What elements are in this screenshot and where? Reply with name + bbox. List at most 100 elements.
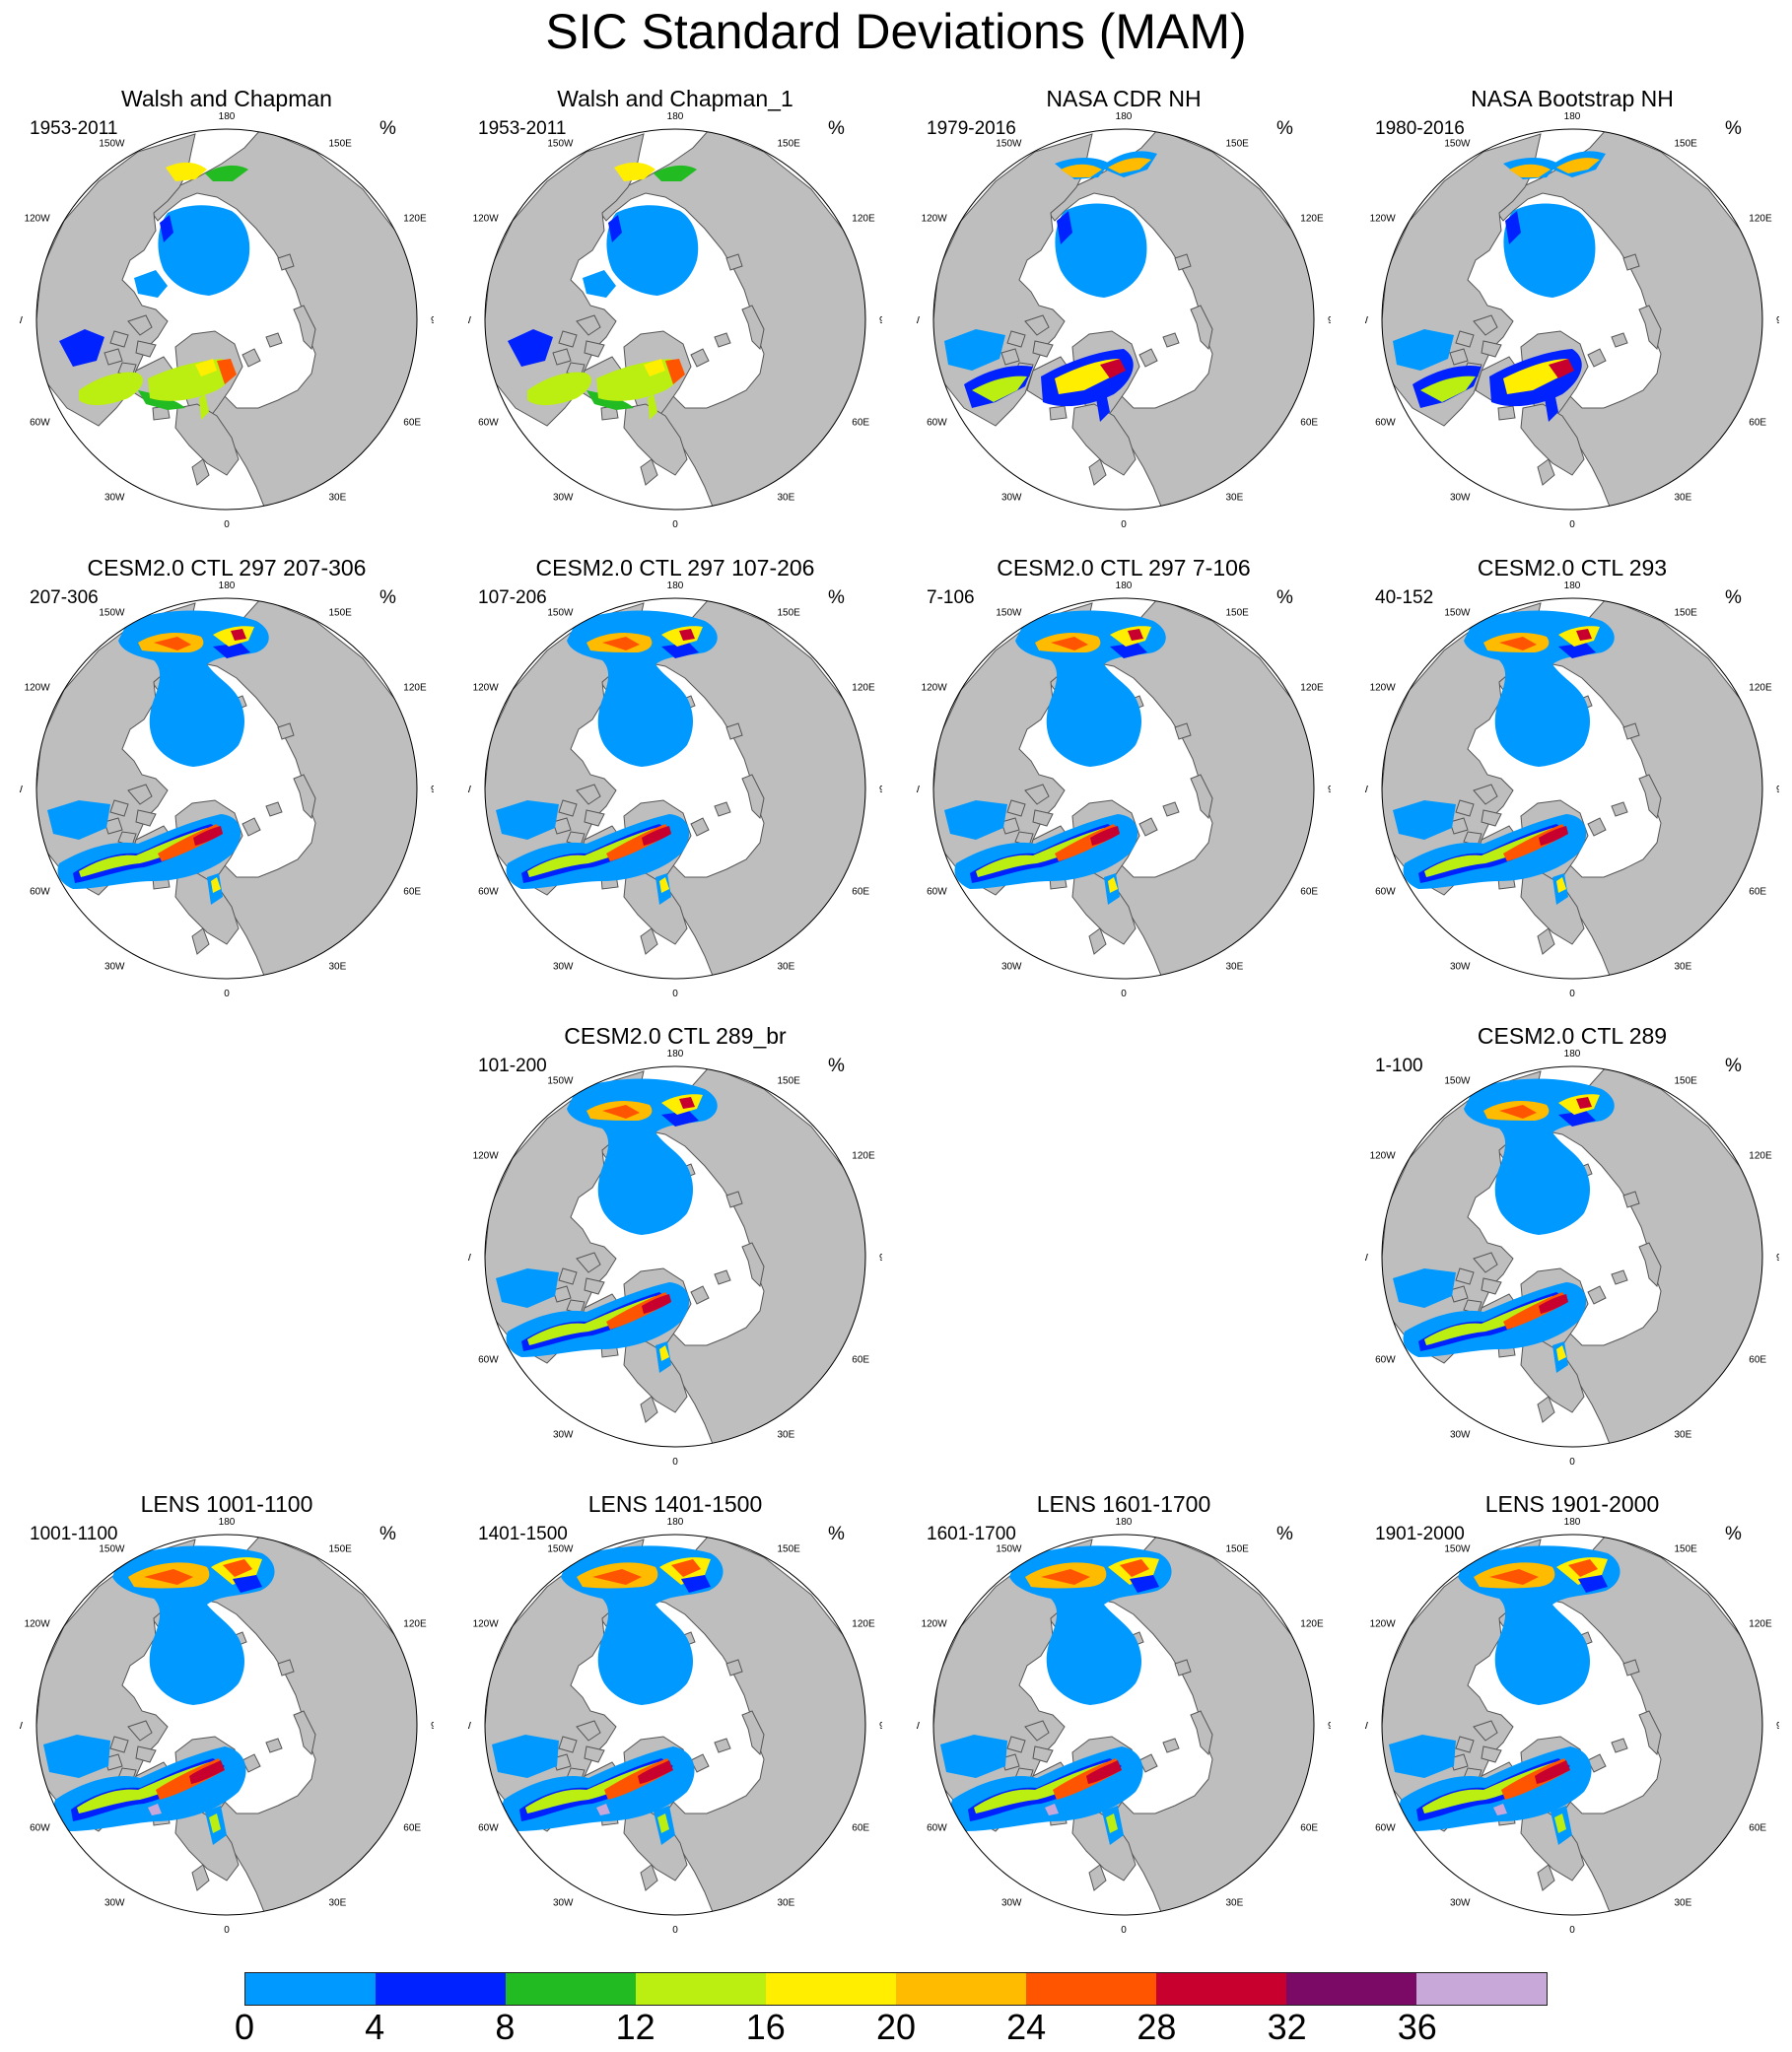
sic-std-patch xyxy=(217,359,237,384)
longitude-label: 120E xyxy=(1749,683,1772,694)
sic-std-patch xyxy=(1108,158,1151,173)
panel-unit: % xyxy=(379,1524,396,1544)
map-border xyxy=(484,128,866,511)
sic-std-patch xyxy=(1556,1345,1566,1361)
land-mass xyxy=(1638,305,1662,351)
land-mass xyxy=(552,817,572,835)
sic-std-patch xyxy=(195,359,217,376)
land-mass xyxy=(1611,332,1628,348)
map-content xyxy=(1382,598,1762,979)
sic-std-patch xyxy=(166,162,207,181)
longitude-label: 60E xyxy=(852,1823,869,1834)
panel-period: 7-106 xyxy=(927,587,975,608)
longitude-label: 120W xyxy=(922,1619,948,1630)
polar-map: 180 150E 120E 90E 60E 30E 0 30W 60W 90W 120W 150W xyxy=(1365,112,1779,530)
sic-std-patch xyxy=(1393,329,1454,371)
longitude-label: 120W xyxy=(1370,1619,1397,1630)
panel-unit: % xyxy=(828,118,845,139)
land-mass xyxy=(241,817,261,837)
land-mass xyxy=(741,774,765,820)
sic-std-patch xyxy=(944,800,1007,840)
land-mass xyxy=(714,1269,731,1285)
land-mass xyxy=(1190,1710,1213,1756)
longitude-label: 30W xyxy=(553,1897,574,1908)
land-mass xyxy=(725,1191,743,1208)
map-content xyxy=(36,1535,417,1915)
land-mass xyxy=(690,348,710,368)
longitude-label: 60W xyxy=(30,887,50,898)
land-mass xyxy=(1622,253,1640,271)
longitude-label: 120W xyxy=(473,1151,500,1162)
map-panel: NASA Bootstrap NH 1980-2016% 180 150E 120E 90… xyxy=(1365,85,1779,548)
sic-std-patch xyxy=(1493,1804,1507,1815)
longitude-label: 120E xyxy=(1300,214,1324,225)
longitude-label: 150E xyxy=(778,1544,801,1555)
longitude-label: 60W xyxy=(927,1823,947,1834)
land-mass xyxy=(293,1710,316,1756)
panel-period: 1953-2011 xyxy=(30,118,118,139)
map-border xyxy=(35,1534,418,1916)
land-mass xyxy=(127,1720,153,1742)
longitude-label: 120E xyxy=(403,1619,427,1630)
land-mass xyxy=(584,1745,605,1763)
map-panel: LENS 1401-1500 1401-1500% 180 150E 120E 90E 60… xyxy=(468,1490,882,1953)
land-mass xyxy=(1638,1242,1662,1288)
colorbar-box xyxy=(896,1973,1026,2005)
longitude-label: 30E xyxy=(1226,1897,1244,1908)
colorbar-box xyxy=(1286,1973,1416,2005)
sic-std-patch xyxy=(1090,826,1120,846)
land-mass xyxy=(1473,1252,1498,1273)
land-mass xyxy=(1455,1736,1475,1753)
longitude-label: 30W xyxy=(553,1429,574,1440)
colorbar-tick-label: 36 xyxy=(1397,2007,1437,2047)
longitude-label: 150W xyxy=(99,139,125,150)
land-mass xyxy=(1024,784,1050,805)
longitude-label: 60E xyxy=(403,887,421,898)
longitude-label: 150E xyxy=(778,139,801,150)
land-mass xyxy=(552,1285,572,1303)
longitude-label: 30W xyxy=(1450,492,1471,503)
longitude-label: 120E xyxy=(1300,1619,1324,1630)
land-mass xyxy=(1611,1269,1628,1285)
longitude-label: 0 xyxy=(672,1457,678,1468)
panel-title: LENS 1401-1500 xyxy=(587,1491,763,1517)
sic-std-patch xyxy=(1505,211,1521,244)
longitude-label: 90W xyxy=(1365,1721,1369,1732)
land-mass xyxy=(558,1267,578,1285)
sic-std-patch xyxy=(1545,392,1558,422)
land-mass xyxy=(277,722,295,740)
land-mass xyxy=(1537,1864,1555,1891)
colorbar-box xyxy=(1156,1973,1286,2005)
longitude-label: 180 xyxy=(219,1518,236,1528)
panel-title: LENS 1001-1100 xyxy=(140,1491,313,1517)
map-panel: CESM2.0 CTL 297 7-106 7-106% 180 150E 120E 90… xyxy=(917,554,1331,1017)
land-mass xyxy=(1587,1285,1607,1305)
land-mass xyxy=(584,340,605,358)
longitude-label: 150W xyxy=(547,1544,574,1555)
land-mass xyxy=(1622,722,1640,740)
longitude-label: 150E xyxy=(1675,139,1698,150)
sic-std-patch xyxy=(648,394,657,420)
sic-std-patch xyxy=(1389,1735,1456,1778)
longitude-label: 30W xyxy=(553,492,574,503)
land-mass xyxy=(1162,1738,1180,1753)
longitude-label: 120W xyxy=(473,214,500,225)
land-mass xyxy=(191,458,210,486)
polar-map: 180 150E 120E 90E 60E 30E 0 30W 60W 90W 120W 150W xyxy=(468,1050,882,1468)
sic-std-patch xyxy=(1578,1575,1608,1593)
map-panel: Walsh and Chapman_1 1953-2011% 180 150E 120E… xyxy=(468,85,882,548)
land-mass xyxy=(640,1864,658,1891)
panel-unit: % xyxy=(828,1524,845,1544)
land-mass xyxy=(1088,927,1107,955)
land-mass xyxy=(1449,1285,1469,1303)
polar-map: 180 150E 120E 90E 60E 30E 0 30W 60W 90W 120W 150W xyxy=(1365,1518,1779,1936)
sic-std-patch xyxy=(679,629,695,641)
panel-unit: % xyxy=(1725,118,1742,139)
polar-map: 180 150E 120E 90E 60E 30E 0 30W 60W 90W 120W 150W xyxy=(468,1518,882,1936)
longitude-label: 150E xyxy=(329,1544,353,1555)
longitude-label: 0 xyxy=(1121,519,1127,530)
land-mass xyxy=(135,1745,157,1763)
land-mass xyxy=(576,1252,601,1273)
land-mass xyxy=(1162,332,1180,348)
